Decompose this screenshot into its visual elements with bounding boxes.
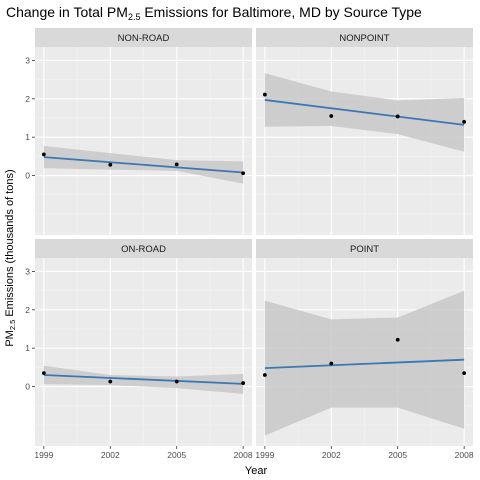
x-axis: 1999 2002 2005 2008 1999 2002 2005 2008 xyxy=(34,446,474,460)
y-axis-title-subscript: 2.5 xyxy=(8,320,17,330)
gridlines-non-road xyxy=(35,47,252,235)
y-tick-label: 3 xyxy=(25,55,30,65)
x-tick-label: 2005 xyxy=(388,450,407,460)
facet-strip-label-nonpoint: NONPOINT xyxy=(339,33,389,44)
data-point-nonpoint-1999 xyxy=(262,92,267,97)
y-tick-label: 2 xyxy=(25,305,30,315)
x-tick-label: 1999 xyxy=(255,450,274,460)
x-tick-label: 2002 xyxy=(322,450,341,460)
fit-line-point xyxy=(264,358,465,370)
facet-strip-non-road xyxy=(35,28,252,47)
data-point-nonpoint-2005 xyxy=(395,114,400,119)
facet-strip-nonpoint xyxy=(256,28,473,47)
fit-line-non-road xyxy=(43,156,244,174)
y-tick-label: 0 xyxy=(25,171,30,181)
data-point-on-road-2005 xyxy=(174,379,179,384)
chart-title: Change in Total PM2.5 Emissions for Balt… xyxy=(6,4,422,22)
x-tick-label: 2002 xyxy=(101,450,120,460)
facet-strip-label-point: POINT xyxy=(350,244,379,255)
data-point-point-1999 xyxy=(262,373,267,377)
x-tick-label: 2008 xyxy=(234,450,253,460)
data-point-on-road-2008 xyxy=(241,381,246,385)
facet-point: POINT xyxy=(256,239,473,446)
data-point-point-2005 xyxy=(395,337,400,342)
y-tick-label: 0 xyxy=(25,382,30,392)
fit-line-nonpoint xyxy=(264,99,465,126)
data-point-non-road-2008 xyxy=(241,171,246,176)
facet-strip-point xyxy=(256,239,473,258)
y-tick-label: 1 xyxy=(25,343,30,353)
data-point-non-road-2005 xyxy=(174,162,179,167)
facet-strip-on-road xyxy=(35,239,252,258)
chart-title-subscript: 2.5 xyxy=(128,12,141,22)
x-tick-label: 2005 xyxy=(167,450,186,460)
data-point-on-road-1999 xyxy=(41,371,46,376)
facet-strip-label-non-road: NON-ROAD xyxy=(118,33,170,44)
data-point-non-road-2002 xyxy=(108,162,113,167)
data-point-non-road-1999 xyxy=(41,152,46,157)
x-tick-label: 2008 xyxy=(455,450,474,460)
y-axis: 0 1 2 3 0 1 2 3 xyxy=(25,55,35,392)
y-axis-title: PM2.5 Emissions (thousands of tons) xyxy=(4,169,17,346)
facet-on-road: ON-ROAD xyxy=(35,239,252,446)
facet-panels: NON-ROAD NONPOINT ON-ROAD POINT xyxy=(35,28,473,446)
y-tick-label: 1 xyxy=(25,132,30,142)
data-point-nonpoint-2008 xyxy=(462,119,467,124)
data-point-point-2002 xyxy=(329,361,334,366)
x-axis-title: Year xyxy=(245,465,268,477)
fit-line-on-road xyxy=(43,374,244,385)
data-point-point-2008 xyxy=(462,371,467,376)
facet-strip-label-on-road: ON-ROAD xyxy=(121,244,166,255)
facet-non-road: NON-ROAD xyxy=(35,28,252,235)
x-tick-label: 1999 xyxy=(34,450,53,460)
data-point-on-road-2002 xyxy=(108,379,113,384)
y-tick-label: 3 xyxy=(25,266,30,276)
data-point-nonpoint-2002 xyxy=(329,114,334,118)
facet-nonpoint: NONPOINT xyxy=(256,28,473,235)
y-tick-label: 2 xyxy=(25,94,30,104)
